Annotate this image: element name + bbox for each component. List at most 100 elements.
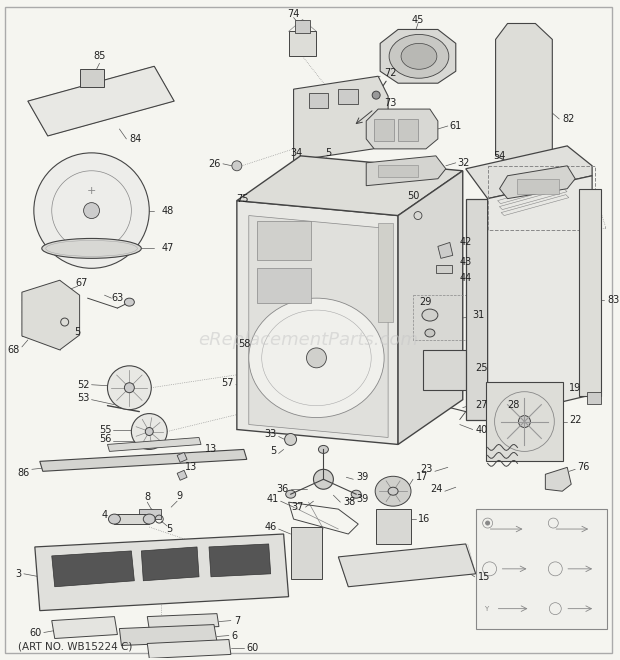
Bar bbox=[413, 295, 467, 340]
Bar bbox=[339, 89, 358, 104]
Ellipse shape bbox=[246, 379, 262, 396]
Text: 4: 4 bbox=[101, 510, 107, 520]
Bar bbox=[140, 509, 161, 519]
Ellipse shape bbox=[375, 477, 411, 506]
Text: 39: 39 bbox=[356, 494, 368, 504]
Text: 50: 50 bbox=[407, 191, 419, 201]
Text: 28: 28 bbox=[508, 400, 520, 410]
Text: 24: 24 bbox=[430, 484, 443, 494]
Text: 46: 46 bbox=[264, 522, 277, 532]
Ellipse shape bbox=[84, 203, 100, 218]
Bar bbox=[259, 352, 283, 376]
Text: 76: 76 bbox=[577, 463, 590, 473]
Text: 68: 68 bbox=[7, 345, 20, 355]
Ellipse shape bbox=[351, 490, 361, 498]
Ellipse shape bbox=[388, 487, 398, 495]
Polygon shape bbox=[398, 171, 463, 444]
Bar bbox=[378, 165, 418, 177]
Ellipse shape bbox=[319, 446, 329, 453]
Text: 43: 43 bbox=[460, 257, 472, 267]
Ellipse shape bbox=[401, 44, 437, 69]
Polygon shape bbox=[438, 242, 453, 258]
Text: 6: 6 bbox=[231, 630, 237, 640]
Text: 5: 5 bbox=[270, 446, 277, 457]
Text: 16: 16 bbox=[418, 514, 430, 524]
Ellipse shape bbox=[34, 153, 149, 269]
Polygon shape bbox=[148, 614, 219, 630]
Text: 86: 86 bbox=[17, 469, 30, 478]
Bar bbox=[376, 509, 411, 544]
Bar bbox=[291, 527, 322, 579]
Bar bbox=[79, 69, 105, 87]
Polygon shape bbox=[261, 185, 281, 201]
Bar bbox=[257, 350, 285, 378]
Text: 22: 22 bbox=[569, 414, 582, 424]
Text: 39: 39 bbox=[356, 473, 368, 482]
Text: 27: 27 bbox=[476, 400, 488, 410]
Polygon shape bbox=[487, 176, 592, 420]
Ellipse shape bbox=[286, 490, 296, 498]
Text: eReplacementParts.com: eReplacementParts.com bbox=[198, 331, 418, 349]
Ellipse shape bbox=[42, 238, 141, 258]
Ellipse shape bbox=[131, 414, 167, 449]
Polygon shape bbox=[366, 156, 446, 185]
Text: 47: 47 bbox=[161, 244, 174, 253]
Bar bbox=[115, 514, 149, 524]
Text: 58: 58 bbox=[239, 339, 250, 349]
Bar bbox=[476, 509, 607, 628]
Text: 83: 83 bbox=[607, 295, 619, 305]
Polygon shape bbox=[466, 199, 487, 420]
Text: 45: 45 bbox=[412, 15, 424, 24]
Ellipse shape bbox=[314, 469, 334, 489]
Text: 15: 15 bbox=[477, 572, 490, 582]
Polygon shape bbox=[339, 544, 476, 587]
Text: 8: 8 bbox=[144, 492, 150, 502]
Bar bbox=[257, 220, 311, 260]
Bar bbox=[378, 222, 393, 322]
Polygon shape bbox=[380, 30, 456, 83]
Ellipse shape bbox=[249, 298, 384, 418]
Bar bbox=[259, 352, 283, 376]
Text: 67: 67 bbox=[76, 279, 88, 288]
Ellipse shape bbox=[107, 366, 151, 410]
Polygon shape bbox=[366, 109, 438, 149]
Text: 82: 82 bbox=[562, 114, 575, 124]
Text: 73: 73 bbox=[384, 98, 397, 108]
Text: 55: 55 bbox=[99, 424, 112, 434]
Text: 5: 5 bbox=[74, 327, 81, 337]
Text: 38: 38 bbox=[343, 497, 356, 507]
Bar bbox=[309, 93, 329, 108]
Text: 60: 60 bbox=[247, 644, 259, 653]
Polygon shape bbox=[107, 438, 201, 451]
Text: 42: 42 bbox=[460, 238, 472, 248]
Text: 85: 85 bbox=[94, 51, 105, 61]
Text: 32: 32 bbox=[458, 158, 470, 168]
Ellipse shape bbox=[108, 514, 120, 524]
Text: 5: 5 bbox=[166, 524, 172, 534]
Text: 57: 57 bbox=[221, 378, 234, 387]
Bar bbox=[423, 350, 467, 389]
Polygon shape bbox=[209, 544, 271, 577]
Text: 48: 48 bbox=[161, 205, 174, 216]
Text: 23: 23 bbox=[420, 465, 433, 475]
Text: 53: 53 bbox=[77, 393, 89, 403]
Bar bbox=[485, 381, 563, 461]
Bar bbox=[518, 179, 559, 193]
Text: 26: 26 bbox=[208, 159, 221, 169]
Text: 75: 75 bbox=[236, 193, 249, 204]
Bar bbox=[288, 32, 316, 56]
Ellipse shape bbox=[518, 416, 531, 428]
Text: 41: 41 bbox=[267, 494, 278, 504]
Text: 13: 13 bbox=[185, 463, 197, 473]
Bar bbox=[579, 189, 601, 396]
Text: 31: 31 bbox=[472, 310, 485, 320]
Bar bbox=[374, 119, 394, 141]
Text: 3: 3 bbox=[16, 569, 22, 579]
Polygon shape bbox=[495, 24, 552, 169]
Polygon shape bbox=[22, 280, 79, 350]
Ellipse shape bbox=[285, 434, 296, 446]
Polygon shape bbox=[120, 624, 217, 645]
Text: 33: 33 bbox=[264, 430, 277, 440]
Polygon shape bbox=[177, 452, 187, 463]
Text: Y: Y bbox=[484, 606, 488, 612]
